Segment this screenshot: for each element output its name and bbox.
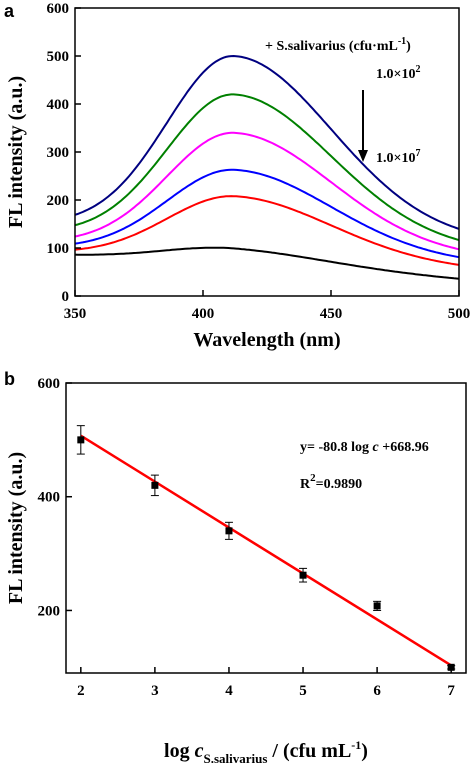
fit-line <box>80 434 452 667</box>
panel-a-y-ticks: 0 100 200 300 400 500 600 <box>47 1 81 305</box>
x-tick-label: 5 <box>299 683 307 699</box>
x-tick-label: 2 <box>77 683 85 699</box>
x-tick-label: 7 <box>447 683 455 699</box>
panel-a-top-label: 1.0×102 <box>376 64 420 82</box>
data-point-1 <box>151 481 159 489</box>
panel-b-y-ticks: 200 400 600 <box>38 376 72 619</box>
y-tick-label: 600 <box>47 1 70 17</box>
x-tick-label: 6 <box>373 683 381 699</box>
panel-b-label: b <box>4 369 15 389</box>
spectrum-line-0 <box>74 54 460 230</box>
spectrum-line-4 <box>74 195 460 266</box>
spectrum-line-2 <box>74 131 460 251</box>
x-tick-label: 4 <box>225 683 233 699</box>
y-tick-label: 0 <box>62 289 70 305</box>
y-tick-label: 300 <box>47 145 70 161</box>
y-tick-label: 500 <box>47 49 70 65</box>
x-tick-label: 500 <box>448 306 471 322</box>
panel-a-label: a <box>4 1 15 21</box>
y-tick-label: 600 <box>38 376 61 392</box>
spectra-series-group <box>74 54 460 280</box>
x-tick-label: 400 <box>192 306 215 322</box>
panel-a-bottom-label: 1.0×107 <box>376 148 420 166</box>
panel-a: a 350 400 450 500 0 100 200 300 400 500 600 Wavel… <box>4 1 470 351</box>
data-point-3 <box>299 571 307 579</box>
x-tick-label: 450 <box>320 306 343 322</box>
panel-a-arrow-head-icon <box>358 150 368 162</box>
x-tick-label: 350 <box>64 306 87 322</box>
panel-a-x-ticks: 350 400 450 500 <box>64 290 471 322</box>
spectrum-line-5 <box>74 246 460 280</box>
data-point-2 <box>225 527 233 535</box>
x-tick-label: 3 <box>151 683 159 699</box>
y-tick-label: 100 <box>47 241 70 257</box>
panel-b-x-axis-title: log cS.salivarius / (cfu mL-1) <box>164 738 368 766</box>
spectrum-line-1 <box>74 93 460 242</box>
spectrum-line-3 <box>74 168 460 259</box>
panel-b-x-ticks: 2 3 4 5 6 7 <box>77 667 455 699</box>
panel-b-plot-frame <box>65 382 467 674</box>
data-point-4 <box>373 602 381 610</box>
y-tick-label: 200 <box>38 603 61 619</box>
y-tick-label: 400 <box>38 490 61 506</box>
panel-b-y-axis-title: FL intensity (a.u.) <box>5 452 27 604</box>
panel-a-legend-title: + S.salivarius (cfu·mL-1) <box>265 36 411 54</box>
panel-b: b 2 3 4 5 6 7 200 400 600 y= -80.8 log c +668.9… <box>4 369 467 766</box>
y-tick-label: 400 <box>47 97 70 113</box>
panel-a-x-axis-title: Wavelength (nm) <box>193 329 340 351</box>
regression-equation: y= -80.8 log c +668.96 <box>300 440 429 455</box>
r-squared: R2=0.9890 <box>300 472 362 492</box>
y-tick-label: 200 <box>47 193 70 209</box>
panel-a-y-axis-title: FL intensity (a.u.) <box>5 76 27 228</box>
data-point-0 <box>77 436 85 444</box>
fit-line-group <box>80 434 452 667</box>
